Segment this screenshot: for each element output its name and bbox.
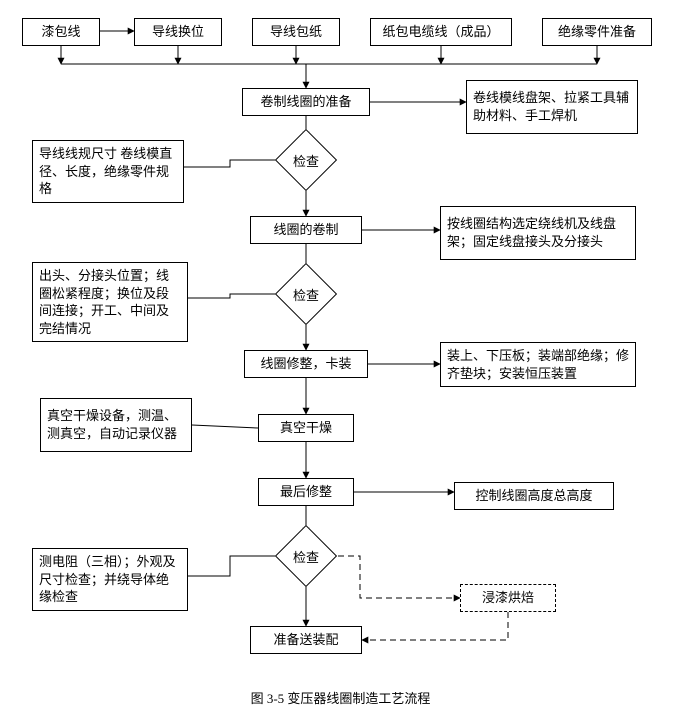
node-side_chk1: 导线线规尺寸 卷线模直径、长度，绝缘零件规格 [32, 140, 184, 203]
node-side_chk3: 测电阻（三相）；外观及尺寸检查；并绕导体绝缘检查 [32, 548, 188, 611]
node-wind: 线圈的卷制 [250, 216, 362, 244]
node-side_wind: 按线圈结构选定绕线机及线盘架；固定线盘接头及分接头 [440, 206, 636, 260]
flowchart-canvas: 漆包线 导线换位 导线包纸 纸包电缆线（成品） 绝缘零件准备卷制线圈的准备 卷线模线盘架、… [0, 0, 681, 712]
node-top1: 漆包线 [22, 18, 100, 46]
figure-caption: 图 3-5 变压器线圈制造工艺流程 [0, 688, 681, 707]
node-ready: 准备送装配 [250, 626, 362, 654]
node-top5: 绝缘零件准备 [542, 18, 652, 46]
node-side_dry: 真空干燥设备，测温、测真空，自动记录仪器 [40, 398, 192, 452]
node-dry: 真空干燥 [258, 414, 354, 442]
node-top3: 导线包纸 [252, 18, 340, 46]
node-side_trim: 装上、下压板；装端部绝缘；修齐垫块；安装恒压装置 [440, 342, 636, 387]
node-trim: 线圈修整，卡装 [244, 350, 368, 378]
node-chk1: 检查 [284, 138, 328, 182]
node-top4: 纸包电缆线（成品） [370, 18, 512, 46]
node-bake: 浸漆烘焙 [460, 584, 556, 612]
node-chk2: 检查 [284, 272, 328, 316]
node-chk3: 检查 [284, 534, 328, 578]
node-final: 最后修整 [258, 478, 354, 506]
node-top2: 导线换位 [134, 18, 222, 46]
node-prep: 卷制线圈的准备 [242, 88, 370, 116]
node-side_prep: 卷线模线盘架、拉紧工具辅助材料、手工焊机 [466, 80, 638, 134]
node-side_chk2: 出头、分接头位置；线圈松紧程度；换位及段间连接；开工、中间及完结情况 [32, 262, 188, 342]
node-side_final: 控制线圈高度总高度 [454, 482, 614, 510]
